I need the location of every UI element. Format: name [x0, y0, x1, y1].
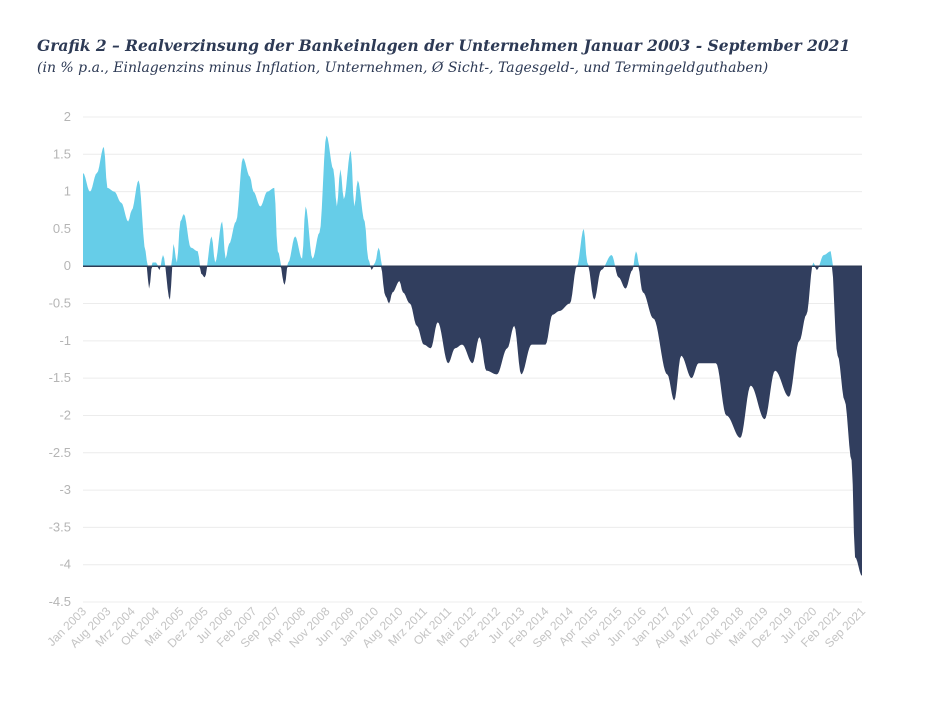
- y-tick-label: -2: [59, 407, 71, 422]
- y-tick-label: -4: [59, 557, 71, 572]
- y-tick-label: -1.5: [49, 370, 71, 385]
- chart-title: Grafik 2 – Realverzinsung der Bankeinlag…: [37, 36, 851, 55]
- y-tick-label: -0.5: [49, 296, 71, 311]
- plot-area: [83, 135, 862, 576]
- negative-area: [83, 266, 862, 576]
- positive-area: [83, 135, 862, 267]
- y-tick-label: -3: [59, 482, 71, 497]
- y-tick-label: 0: [64, 258, 71, 273]
- y-tick-label: -3.5: [49, 519, 71, 534]
- y-axis: 2 1.5 1 0.5 0 -0.5 -1 -1.5 -2 -2.5 -3 -3.5 -4 -4.5: [49, 109, 71, 609]
- y-tick-label: -1: [59, 333, 71, 348]
- y-tick-label: 1.5: [53, 146, 71, 161]
- y-tick-label: -2.5: [49, 445, 71, 460]
- y-tick-label: 1: [64, 184, 71, 199]
- chart-subtitle: (in % p.a., Einlagenzins minus Inflation…: [37, 60, 769, 76]
- y-tick-label: 2: [64, 109, 71, 124]
- y-tick-label: -4.5: [49, 594, 71, 609]
- y-tick-label: 0.5: [53, 221, 71, 236]
